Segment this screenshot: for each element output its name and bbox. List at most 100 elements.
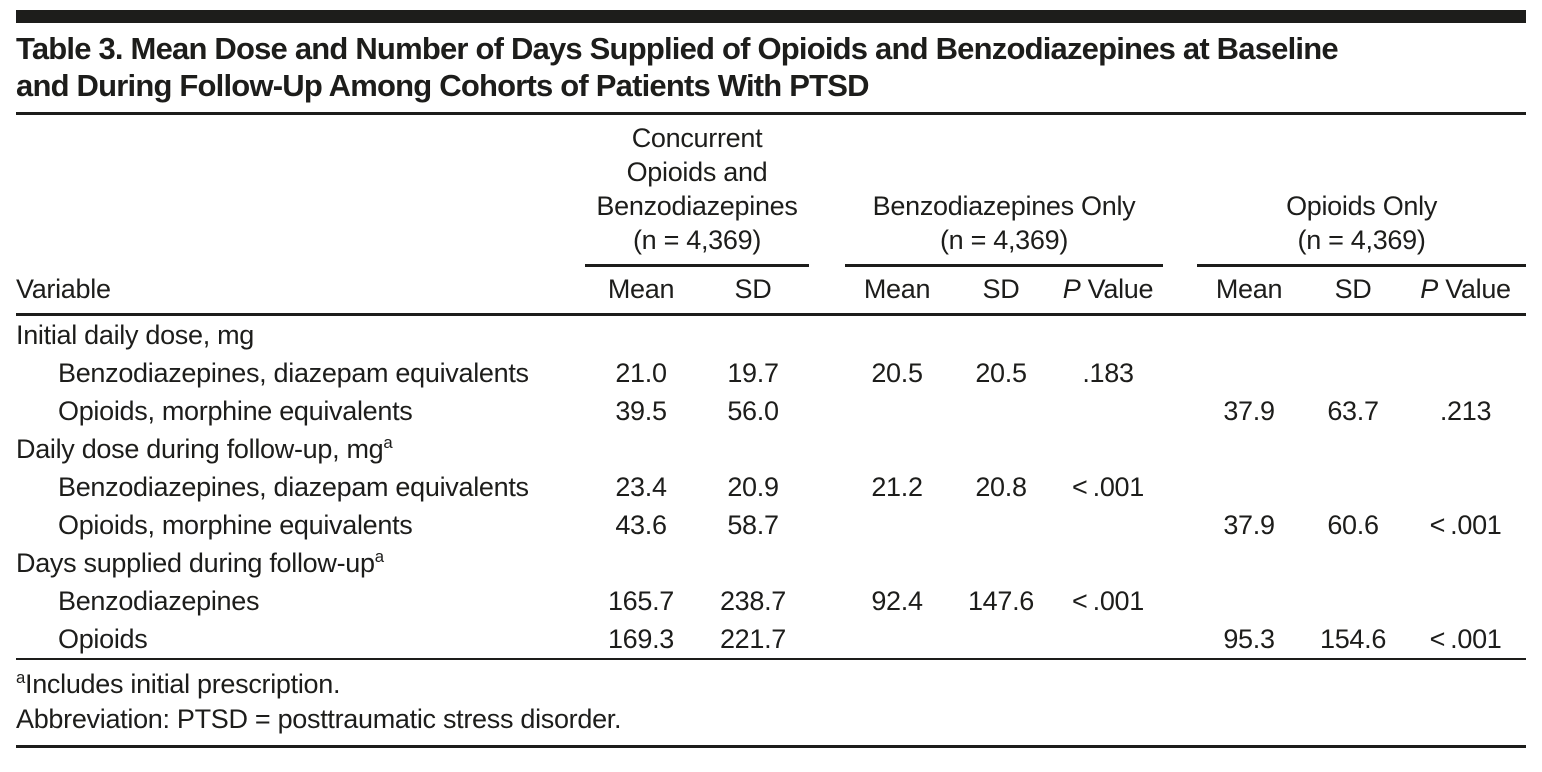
sd-cell: 63.7 [1327,396,1379,426]
row-label: Opioids [58,624,148,654]
header-spacer [1163,265,1198,316]
sd-cell [697,430,809,468]
pvalue-cell [1405,582,1526,620]
sd-cell: 154.6 [1301,620,1406,660]
variable-cell: Days supplied during follow-upa [16,544,585,582]
sd-cell [697,544,809,582]
table-row-section-days-supplied: Days supplied during follow-upa [16,544,1526,582]
mean-cell [1197,468,1301,506]
spacer-cell [1163,315,1197,355]
mean-cell [1197,315,1301,355]
spacer-cell [1163,354,1197,392]
mean-cell [1197,582,1301,620]
spacer-cell [809,620,845,660]
mean-cell: 95.3 [1197,620,1302,660]
spacer-cell [809,506,845,544]
sd-cell [1301,468,1405,506]
sd-cell: 147.6 [967,586,1035,616]
mean-cell [845,392,949,430]
variable-cell: Opioids, morphine equivalents [16,392,585,430]
pvalue-cell [1405,354,1526,392]
sd-cell: 238.7 [719,586,787,616]
pvalue-cell: .183 [1082,358,1134,388]
row-label: Days supplied during follow-up [16,548,375,578]
mean-cell: 20.5 [871,358,923,388]
footnote-abbreviation: Abbreviation: PTSD = posttraumatic stres… [16,702,1526,737]
data-table: Concurrent Opioids and Benzodiazepines (… [16,115,1527,660]
spacer-cell [809,468,845,506]
spacer-cell [1163,620,1198,660]
footnote-text: Includes initial prescription. [25,669,341,699]
row-label: Opioids, morphine equivalents [58,396,413,426]
sd-column-header-concurrent: SD [697,265,809,316]
pvalue-column-header-opioids: P Value [1405,265,1527,316]
sd-cell [949,620,1053,660]
table-row-benzodiazepines-days: Benzodiazepines 165.7 238.7 92.4 147.6 <… [16,582,1526,620]
mean-cell [845,620,949,660]
mean-cell: 165.7 [607,586,675,616]
p-italic: P [1062,274,1081,304]
mean-cell [585,544,697,582]
sd-cell: 20.5 [975,358,1027,388]
column-group-row: Concurrent Opioids and Benzodiazepines (… [16,115,1527,267]
pvalue-cell: < .001 [1405,620,1527,660]
sd-column-header-opioids: SD [1301,265,1406,316]
pvalue-cell [1053,620,1164,660]
footnote-text: Abbreviation: PTSD = posttraumatic stres… [16,704,622,734]
sd-cell [1301,354,1405,392]
mean-cell [845,506,949,544]
mean-column-header-opioids: Mean [1197,265,1302,316]
pvalue-cell [1053,506,1163,544]
pvalue-cell [1405,468,1526,506]
table-row-section-daily-dose-followup: Daily dose during follow-up, mga [16,430,1526,468]
header-spacer [809,265,845,316]
sd-cell: 56.0 [727,396,779,426]
sd-cell: 19.7 [727,358,779,388]
sd-cell [1301,582,1405,620]
table-row-opioids-initial: Opioids, morphine equivalents 39.5 56.0 … [16,392,1526,430]
row-label: Initial daily dose, mg [16,320,255,350]
column-group-opioids-only: Opioids Only (n = 4,369) [1197,115,1527,267]
value-text: Value [1080,274,1154,304]
sd-cell [949,430,1053,468]
table-row-benzodiazepines-initial: Benzodiazepines, diazepam equivalents 21… [16,354,1526,392]
mean-cell: 37.9 [1223,396,1275,426]
sd-cell: 58.7 [727,510,779,540]
table-title: Table 3. Mean Dose and Number of Days Su… [16,30,1526,115]
footnote-marker: a [383,433,393,452]
mean-cell: 21.2 [871,472,923,502]
spacer-cell [1163,506,1197,544]
sd-cell [697,315,809,355]
mean-cell: 92.4 [871,586,923,616]
sd-cell [949,392,1053,430]
mean-column-header-benzo: Mean [845,265,949,316]
footnotes: aIncludes initial prescription. Abbrevia… [16,667,1526,737]
pvalue-cell: .213 [1439,396,1492,426]
pvalue-cell [1053,430,1163,468]
footnote-marker: a [374,547,384,566]
sd-cell: 60.6 [1327,510,1379,540]
footnote-marker: a [16,668,26,687]
mean-cell [1197,354,1301,392]
variable-cell: Initial daily dose, mg [16,315,585,355]
row-label: Benzodiazepines [58,586,260,616]
pvalue-cell [1405,315,1526,355]
variable-group-spacer [16,115,585,266]
sd-column-header-benzo: SD [949,265,1053,316]
spacer-cell [809,430,845,468]
mean-cell: 169.3 [585,620,697,660]
footnote-a: aIncludes initial prescription. [16,667,1526,702]
sd-cell: 20.9 [727,472,779,502]
mean-cell [585,430,697,468]
sd-cell [1301,430,1405,468]
sd-cell: 20.8 [975,472,1027,502]
pvalue-cell: < .001 [1429,510,1502,540]
spacer-cell [1163,392,1197,430]
mean-cell: 43.6 [615,510,667,540]
sd-cell [949,506,1053,544]
group-spacer [809,115,845,266]
spacer-cell [1163,430,1197,468]
row-label: Benzodiazepines, diazepam equivalents [58,472,529,502]
variable-column-header: Variable [16,265,585,316]
mean-column-header-concurrent: Mean [585,265,697,316]
